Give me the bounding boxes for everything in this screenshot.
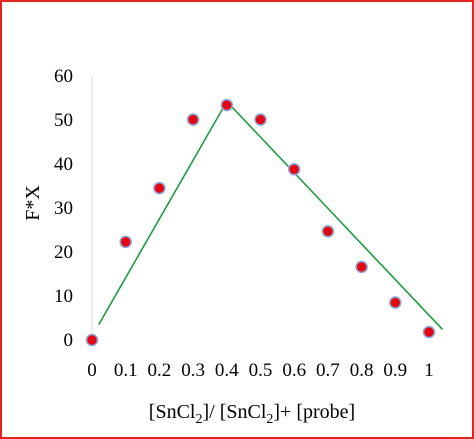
y-tick-label: 50 [54,110,73,131]
x-tick-label: 0.6 [282,360,306,381]
x-tick-label: 0.2 [148,360,172,381]
data-point [153,181,166,195]
trend-line [98,100,444,330]
x-tick-label: 0.5 [249,360,273,381]
data-point [287,162,301,176]
x-tick-label: 1 [424,360,434,381]
data-point [85,333,99,347]
y-tick-label: 0 [64,330,74,351]
x-tick-label: 0.7 [316,360,340,381]
x-tick-labels: 0 0.1 0.2 0.3 0.4 0.5 0.6 0.7 0.8 0.9 1 [87,360,434,381]
data-point [422,325,436,339]
data-points [85,98,436,347]
data-point [220,98,234,112]
y-axis-title: F*X [22,185,44,221]
x-tick-label: 0.8 [350,360,374,381]
x-tick-label: 0.1 [114,360,138,381]
data-point [119,235,132,249]
data-point [254,113,267,126]
y-tick-label: 20 [54,242,73,263]
trend-lines [98,100,444,330]
x-axis-title-part: [SnCl [149,401,196,423]
y-tick-label: 30 [54,198,73,219]
x-tick-label: 0.4 [215,360,239,381]
y-tick-label: 40 [54,154,73,175]
data-point [321,225,335,238]
x-tick-label: 0.9 [383,360,407,381]
y-tick-label: 60 [54,66,73,87]
y-tick-label: 10 [54,286,73,307]
x-axis-title-subscript: 2 [195,412,202,427]
x-tick-label: 0.3 [181,360,205,381]
y-tick-labels: 0 10 20 30 40 50 60 [54,66,73,351]
data-point [355,260,368,274]
x-axis-title-part: ]/ [SnCl [202,401,266,423]
data-point [388,296,402,309]
x-tick-label: 0 [87,360,97,381]
x-axis-title-subscript: 2 [266,412,273,427]
x-axis-title: [SnCl2]/ [SnCl2]+ [probe] [149,401,355,427]
x-axis-title-part: ]+ [probe] [273,401,355,423]
data-point [186,113,200,126]
